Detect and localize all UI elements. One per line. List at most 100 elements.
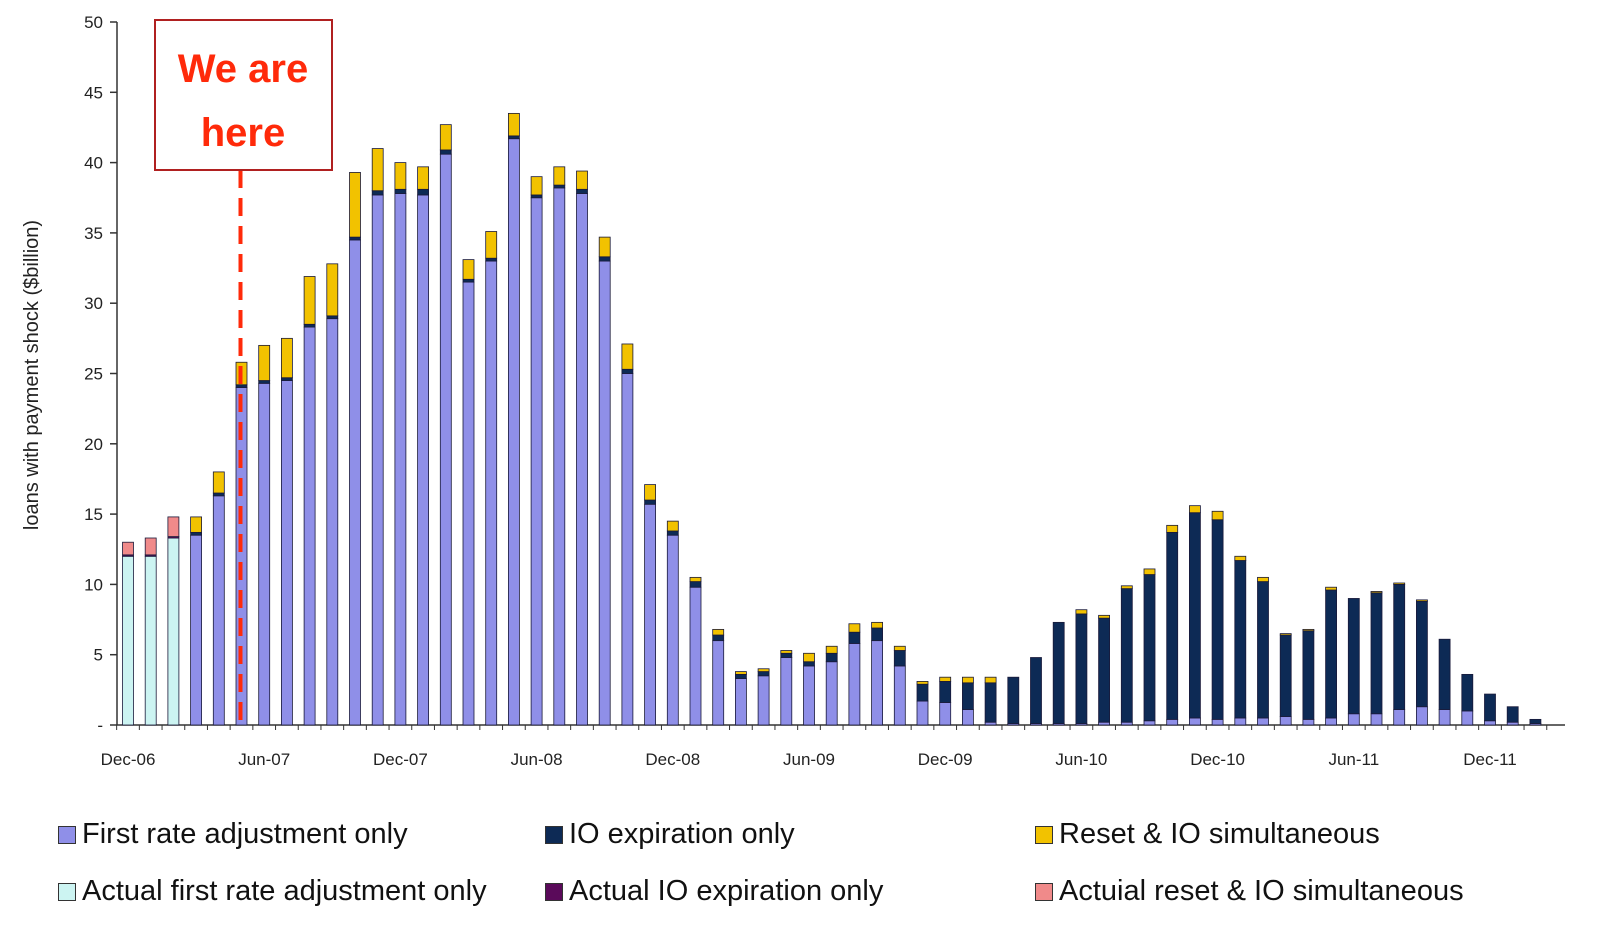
bar-segment — [962, 676, 974, 684]
bar-segment — [939, 702, 952, 726]
y-tick-label: 45 — [84, 83, 103, 102]
bar-segment — [122, 555, 134, 726]
legend-label: Actuial reset & IO simultaneous — [1059, 875, 1464, 907]
legend-item: Actuial reset & IO simultaneous — [1035, 875, 1464, 908]
bar-segment — [462, 278, 475, 283]
bar-segment — [893, 665, 906, 726]
bar-segment — [735, 673, 747, 680]
bar-segment — [757, 671, 770, 677]
y-axis-title: loans with payment shock ($billion) — [21, 220, 43, 530]
bar-segment — [1030, 657, 1042, 724]
bar-segment — [144, 555, 157, 726]
legend-label: Actual IO expiration only — [569, 875, 884, 907]
bar-segment — [167, 516, 180, 537]
bar-segment — [984, 721, 997, 726]
bar-segment — [598, 236, 611, 258]
bar-segment — [576, 188, 588, 194]
legend-item: Actual IO expiration only — [545, 875, 883, 908]
bar-segment — [1143, 568, 1156, 575]
bar-segment — [689, 581, 702, 588]
bar-segment — [1120, 721, 1133, 726]
bar-segment — [1438, 638, 1451, 710]
bar-segment — [303, 326, 316, 726]
y-tick-label: 35 — [84, 224, 103, 243]
bar-segment — [212, 471, 225, 494]
bar-segment — [871, 640, 883, 726]
y-tick-label: - — [97, 716, 103, 735]
bar-segment — [235, 384, 248, 388]
bar-segment — [280, 337, 293, 379]
bar-segment — [1166, 718, 1179, 726]
bar-segment — [485, 260, 498, 726]
x-tick-label: Dec-07 — [373, 750, 428, 769]
bar-segment — [1461, 673, 1474, 712]
bar-segment — [530, 176, 543, 196]
legend-label: IO expiration only — [569, 818, 795, 850]
bar-segment — [893, 650, 906, 667]
bar-segment — [439, 153, 452, 726]
bar-segment — [553, 187, 566, 726]
bar-segment — [507, 112, 520, 137]
legend-swatch — [1035, 882, 1053, 901]
bar-segment — [553, 166, 566, 186]
bar-segment — [825, 645, 838, 654]
bar-segment — [1279, 634, 1292, 717]
bar-segment — [190, 516, 203, 533]
x-tick-label: Dec-08 — [645, 750, 700, 769]
legend-swatch — [58, 882, 76, 901]
bar-segment — [1347, 713, 1360, 726]
bar-segment — [803, 652, 815, 663]
bar-segment — [371, 148, 384, 192]
bar-segment — [1234, 555, 1247, 561]
bar-segment — [1189, 717, 1201, 726]
bar-segment — [644, 484, 656, 501]
bar-segment — [1393, 582, 1406, 585]
bar-segment — [462, 281, 475, 726]
bar-segment — [666, 530, 679, 536]
x-tick-label: Jun-07 — [238, 750, 290, 769]
bar-segment — [576, 193, 588, 726]
bar-segment — [326, 315, 339, 320]
bar-segment — [1416, 600, 1428, 708]
bar-segment — [825, 661, 838, 726]
bar-segment — [1166, 531, 1179, 720]
payment-shock-chart: - 5 10 15 20 25 30 35 40 45 50 Dec-06 Jun-07 Dec-07 J… — [21, 13, 1565, 769]
bar-segment — [666, 534, 679, 726]
bar-segment — [439, 149, 452, 155]
x-tick-label: Jun-11 — [1328, 750, 1379, 769]
bar-segment — [1211, 718, 1224, 726]
bar-segment — [303, 276, 316, 325]
bar-segment — [735, 678, 747, 726]
bar-segment — [1393, 709, 1406, 726]
callout: We are here — [154, 19, 333, 725]
bar-segment — [190, 531, 203, 536]
bar-segment — [1257, 576, 1269, 582]
bar-segment — [1166, 524, 1179, 533]
bar-segment — [1143, 720, 1156, 726]
legend-swatch — [1035, 825, 1053, 844]
bar-segment — [916, 700, 929, 726]
bar-segment — [1007, 676, 1020, 724]
bar-segment — [326, 263, 339, 317]
legend-item: First rate adjustment only — [58, 818, 408, 851]
bar-segment — [1302, 718, 1315, 726]
bar-segment — [417, 188, 430, 196]
bar-segment — [916, 683, 929, 702]
y-tick-label: 20 — [84, 435, 103, 454]
legend-swatch — [58, 825, 76, 844]
bars — [122, 112, 1542, 726]
x-tick-label: Jun-10 — [1055, 750, 1107, 769]
bar-segment — [780, 650, 793, 654]
bar-segment — [122, 541, 134, 556]
bar-segment — [1506, 706, 1519, 723]
bar-segment — [1189, 505, 1201, 514]
bar-segment — [962, 682, 974, 710]
bar-segment — [439, 124, 452, 151]
bar-segment — [417, 194, 430, 726]
bar-segment — [825, 652, 838, 663]
bar-segment — [530, 197, 543, 726]
bar-segment — [1052, 621, 1065, 724]
bar-segment — [621, 368, 634, 374]
bar-segment — [1234, 560, 1247, 719]
bar-segment — [349, 239, 361, 726]
